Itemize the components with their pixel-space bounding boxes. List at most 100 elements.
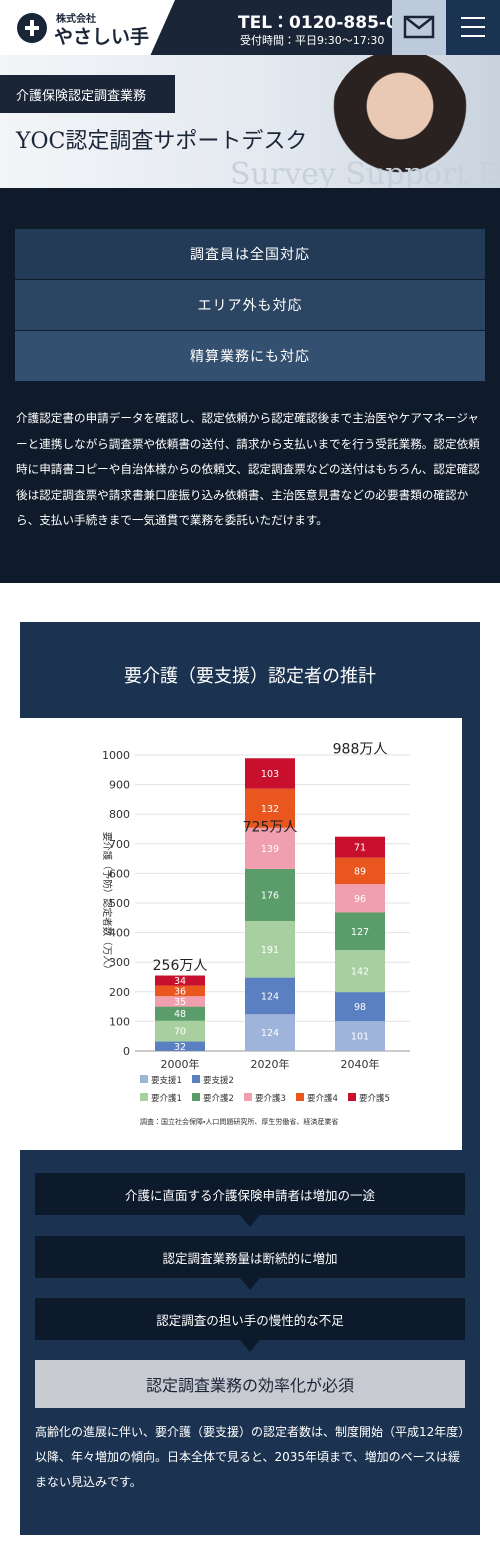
chart-heading: 要介護（要支援）認定者の推計	[124, 666, 376, 687]
hero-photo	[330, 55, 470, 188]
legend-label: 要介護4	[307, 1093, 338, 1104]
source: 調査：国立社会保障・人口問題研究所、厚生労働省、経済産業省	[140, 1117, 338, 1126]
legend-swatch	[244, 1093, 252, 1101]
segment-label: 32	[174, 1042, 186, 1053]
legend-swatch	[140, 1093, 148, 1101]
intro-text: 介護認定書の申請データを確認し、認定依頼から認定確認後まで主治医やケアマネージャ…	[16, 411, 480, 527]
bar-segment	[335, 950, 385, 993]
bar-segment	[155, 1041, 205, 1051]
bar-segment	[245, 788, 295, 828]
intro-section: 調査員は全国対応 エリア外も対応 精算業務にも対応 介護認定書の申請データを確認…	[0, 188, 500, 583]
y-tick-label: 200	[109, 986, 130, 999]
segment-label: 132	[261, 804, 279, 815]
segment-label: 71	[354, 843, 366, 854]
legend-swatch	[192, 1075, 200, 1083]
y-axis-label: 要介護（予防）認定者数（万人）	[101, 832, 113, 975]
segment-label: 191	[261, 945, 279, 956]
chart-panel: 要介護（要支援）認定者の推計 要介護（予防）認定者数（万人） 0 100 200 30…	[20, 622, 480, 1535]
x-tick-label: 2000年	[161, 1057, 200, 1071]
flow-step: 認定調査の担い手の慢性的な不足	[35, 1298, 465, 1340]
hero-badge: 介護保険認定調査業務	[0, 75, 175, 113]
bar-segment	[335, 884, 385, 913]
bar-segment	[245, 921, 295, 978]
segment-label: 139	[261, 844, 279, 855]
company-small: 株式会社	[56, 14, 96, 25]
feature: 調査員は全国対応	[15, 229, 485, 279]
bar-segment	[335, 836, 385, 858]
segment-label: 70	[174, 1027, 186, 1038]
segment-label: 142	[351, 967, 369, 978]
legend-label: 要介護1	[151, 1093, 182, 1104]
bar-segment	[245, 827, 295, 869]
segment-label: 34	[174, 976, 186, 987]
y-tick-label: 100	[109, 1015, 130, 1028]
y-tick-label: 400	[109, 927, 130, 940]
x-tick-label: 2020年	[251, 1057, 290, 1071]
bar-segment	[245, 1014, 295, 1051]
bar-segment	[335, 1021, 385, 1051]
chart: 要介護（予防）認定者数（万人） 0 100 200 300 400 500 600 700 80…	[20, 718, 462, 1150]
segment-label: 48	[174, 1009, 186, 1020]
flow-step: 介護に直面する介護保険申請者は増加の一途	[35, 1173, 465, 1215]
flow-arrow	[240, 1340, 260, 1352]
bar-segment	[335, 857, 385, 885]
total-label: 256万人	[153, 958, 208, 974]
y-tick-label: 500	[109, 897, 130, 910]
bar-segment	[245, 977, 295, 1015]
legend-swatch	[140, 1075, 148, 1083]
logo[interactable]: 株式会社 やさしい手	[0, 0, 175, 55]
total-label: 725万人	[243, 819, 298, 835]
logo-icon	[17, 13, 47, 43]
bar-segment	[335, 992, 385, 1022]
total-label: 988万人	[333, 742, 388, 758]
company: やさしい手	[54, 26, 150, 48]
segment-label: 98	[354, 1002, 366, 1013]
y-tick-label: 800	[109, 808, 130, 821]
bar-segment	[335, 912, 385, 951]
bar-segment	[245, 758, 295, 789]
legend-swatch	[192, 1093, 200, 1101]
legend-swatch	[296, 1093, 304, 1101]
legend-swatch	[348, 1093, 356, 1101]
menu-button[interactable]	[446, 0, 500, 55]
flow-arrow	[240, 1215, 260, 1227]
y-tick-label: 600	[109, 867, 130, 880]
x-tick-label: 2040年	[341, 1057, 380, 1071]
segment-label: 96	[354, 894, 366, 905]
segment-label: 36	[174, 986, 186, 997]
conclusion: 認定調査業務の効率化が必須	[35, 1360, 465, 1408]
bar-segment	[155, 1020, 205, 1042]
summary: 高齢化の進展に伴い、要介護（要支援）の認定者数は、制度開始（平成12年度）以降、…	[35, 1425, 465, 1489]
flow-arrow	[240, 1278, 260, 1290]
mail-button[interactable]	[392, 0, 446, 55]
hours: 受付時間：平日9:30〜17:30	[240, 34, 385, 47]
segment-label: 124	[261, 1028, 279, 1039]
legend-label: 要介護2	[203, 1093, 234, 1104]
legend-label: 要支援1	[151, 1075, 182, 1086]
segment-label: 127	[351, 927, 369, 938]
hero-bg-text: Survey Support Desk	[230, 157, 500, 188]
header: 株式会社 やさしい手 TEL：0120-885-082 受付時間：平日9:30〜…	[0, 0, 500, 55]
feature: エリア外も対応	[15, 280, 485, 330]
bar-segment	[155, 996, 205, 1007]
hero-title: YOC認定調査サポートデスク	[16, 129, 308, 154]
y-tick-label: 700	[109, 838, 130, 851]
segment-label: 176	[261, 891, 279, 902]
legend-label: 要介護5	[359, 1093, 390, 1104]
y-tick-label: 300	[109, 956, 130, 969]
y-tick-label: 0	[123, 1045, 130, 1058]
segment-label: 89	[354, 866, 366, 877]
legend-label: 要介護3	[255, 1093, 286, 1104]
bar-segment	[155, 985, 205, 997]
bar-segment	[155, 975, 205, 986]
segment-label: 101	[351, 1032, 369, 1043]
tel[interactable]: TEL：0120-885-082	[238, 13, 422, 33]
y-tick-label: 900	[109, 779, 130, 792]
segment-label: 35	[174, 997, 186, 1008]
feature: 精算業務にも対応	[15, 331, 485, 381]
flow-step: 認定調査業務量は断続的に増加	[35, 1236, 465, 1278]
segment-label: 103	[261, 769, 279, 780]
y-tick-label: 1000	[102, 749, 130, 762]
legend-label: 要支援2	[203, 1075, 234, 1086]
